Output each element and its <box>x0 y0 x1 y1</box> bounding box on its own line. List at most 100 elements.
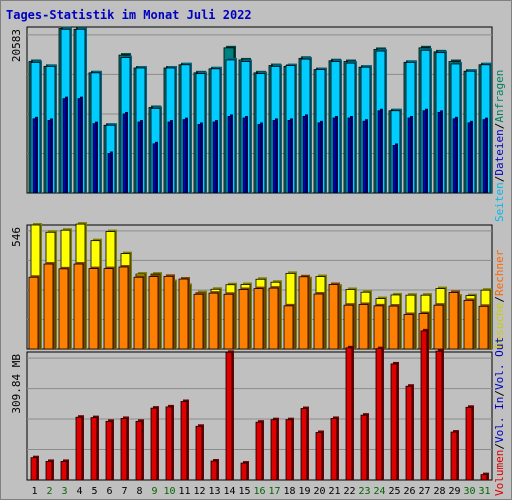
bar-seiten-16 <box>257 122 263 194</box>
bar-volumen-29 <box>450 430 459 481</box>
bar-seiten-27 <box>422 108 428 194</box>
bar-volumen-31 <box>480 472 489 481</box>
day-label-21: 21 <box>328 486 340 497</box>
bar-seiten-17 <box>272 118 278 194</box>
day-label-24: 24 <box>373 486 385 497</box>
day-label-27: 27 <box>418 486 430 497</box>
legend-bottom: Volumen/Vol. In/Vol. Out <box>493 337 506 496</box>
day-label-2: 2 <box>46 486 52 497</box>
day-label-12: 12 <box>193 486 205 497</box>
legend-top: Seiten/Dateien/Anfragen <box>493 70 506 222</box>
bar-rechner-11 <box>178 277 190 350</box>
bar-rechner-18 <box>283 303 295 350</box>
bar-seiten-24 <box>377 108 383 194</box>
day-label-19: 19 <box>298 486 310 497</box>
bar-volumen-15 <box>240 461 249 481</box>
day-label-22: 22 <box>343 486 355 497</box>
bar-volumen-8 <box>135 419 144 481</box>
bar-seiten-11 <box>182 117 188 194</box>
bar-volumen-3 <box>60 459 69 481</box>
legend-item-anfragen: Anfragen <box>493 70 506 123</box>
panel-3: 309.84 MB <box>10 328 493 481</box>
bar-seiten-3 <box>62 96 68 194</box>
bar-rechner-4 <box>73 262 85 350</box>
day-label-26: 26 <box>403 486 415 497</box>
bar-rechner-15 <box>238 287 250 350</box>
day-label-9: 9 <box>151 486 157 497</box>
bar-volumen-7 <box>120 416 129 481</box>
day-label-15: 15 <box>238 486 250 497</box>
day-label-5: 5 <box>91 486 97 497</box>
bar-volumen-26 <box>405 384 414 481</box>
bar-rechner-3 <box>58 266 70 350</box>
bar-volumen-17 <box>270 417 279 481</box>
bar-volumen-9 <box>150 406 159 481</box>
bar-volumen-18 <box>285 417 294 481</box>
bar-rechner-20 <box>313 292 325 350</box>
day-label-1: 1 <box>31 486 37 497</box>
bar-volumen-12 <box>195 424 204 481</box>
bar-rechner-24 <box>373 303 385 350</box>
legend-item-dateien: Dateien <box>493 129 506 175</box>
bar-volumen-14 <box>225 350 234 481</box>
panel-2: 546 <box>10 222 493 350</box>
bar-volumen-25 <box>390 361 399 481</box>
bar-volumen-22 <box>345 345 354 481</box>
bar-volumen-11 <box>180 399 189 481</box>
bar-rechner-26 <box>403 312 415 350</box>
bar-rechner-1 <box>28 275 40 350</box>
bar-seiten-7 <box>122 111 128 194</box>
bar-seiten-23 <box>362 119 368 194</box>
bar-seiten-26 <box>407 115 413 194</box>
day-label-20: 20 <box>313 486 325 497</box>
day-label-8: 8 <box>136 486 142 497</box>
bar-seiten-4 <box>77 96 83 194</box>
bar-volumen-24 <box>375 346 384 481</box>
panel-1-ymax-label: 20583 <box>10 29 23 62</box>
day-label-7: 7 <box>121 486 127 497</box>
bar-rechner-13 <box>208 291 220 350</box>
bar-rechner-22 <box>343 303 355 350</box>
day-label-18: 18 <box>283 486 295 497</box>
legend-item-rechner: Rechner <box>493 249 506 296</box>
day-label-28: 28 <box>433 486 445 497</box>
legend-item-besuche: Besuche <box>493 303 506 349</box>
bar-seiten-20 <box>317 120 323 194</box>
panel-1: 20583 <box>10 26 493 194</box>
bar-seiten-19 <box>302 114 308 194</box>
bar-volumen-20 <box>315 430 324 481</box>
bar-seiten-9 <box>152 141 158 194</box>
day-label-17: 17 <box>268 486 280 497</box>
day-label-6: 6 <box>106 486 112 497</box>
day-label-31: 31 <box>478 486 490 497</box>
bar-rechner-16 <box>253 286 265 350</box>
bar-seiten-13 <box>212 120 218 194</box>
bar-rechner-31 <box>478 304 490 350</box>
bar-rechner-28 <box>433 303 445 350</box>
day-label-11: 11 <box>178 486 190 497</box>
bar-seiten-6 <box>107 151 113 194</box>
bar-volumen-5 <box>90 415 99 481</box>
bar-volumen-2 <box>45 459 54 481</box>
bar-volumen-1 <box>30 455 39 481</box>
bar-seiten-18 <box>287 118 293 194</box>
bar-volumen-13 <box>210 458 219 481</box>
bar-rechner-14 <box>223 292 235 350</box>
bar-volumen-27 <box>420 328 429 481</box>
day-label-29: 29 <box>448 486 460 497</box>
bar-rechner-12 <box>193 292 205 350</box>
legend-middle: Besuche/Rechner <box>493 249 506 349</box>
panel-2-ymax-label: 546 <box>10 227 23 247</box>
bar-seiten-10 <box>167 120 173 194</box>
bar-volumen-30 <box>465 405 474 481</box>
bar-rechner-17 <box>268 286 280 350</box>
bar-seiten-21 <box>332 115 338 194</box>
bar-volumen-4 <box>75 415 84 481</box>
day-label-14: 14 <box>223 486 235 497</box>
bar-rechner-2 <box>43 262 55 350</box>
day-label-10: 10 <box>163 486 175 497</box>
bar-rechner-6 <box>103 266 115 350</box>
bar-volumen-10 <box>165 404 174 481</box>
bar-volumen-28 <box>435 349 444 481</box>
day-label-3: 3 <box>61 486 67 497</box>
